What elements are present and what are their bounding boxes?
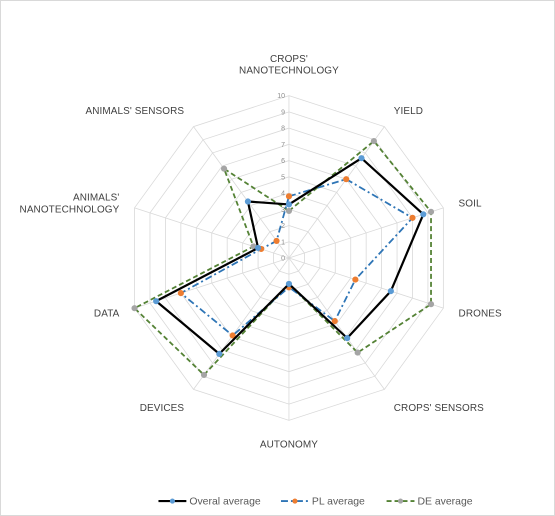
data-point [285, 193, 293, 200]
category-label: ANIMALS' NANOTECHNOLOGY [20, 192, 120, 215]
legend-marker [169, 498, 175, 504]
radial-tick-labels: 0 1 2 3 4 5 6 7 8 9 10 [277, 93, 285, 262]
data-point [370, 138, 377, 145]
tick-label: 0 [281, 255, 285, 262]
data-point [358, 155, 365, 162]
category-label: CROPS' NANOTECHNOLOGY [239, 54, 339, 77]
data-point [352, 276, 359, 283]
legend-label: DE average [417, 497, 472, 508]
tick-label: 2 [281, 223, 285, 230]
data-point [273, 237, 280, 245]
grid-spoke [288, 257, 385, 390]
tick-label: 4 [281, 191, 285, 198]
legend: Overal average PL average DE average [158, 497, 473, 508]
data-point [216, 350, 223, 357]
category-labels: CROPS' NANOTECHNOLOGY YIELD SOIL DRONES CROPS… [20, 54, 502, 451]
grid-spoke [288, 257, 444, 309]
category-label: DRONES [459, 309, 502, 320]
data-point [427, 301, 435, 308]
data-point [409, 214, 416, 221]
series-layer [131, 138, 435, 378]
legend-label: Overal average [189, 497, 261, 508]
data-point [285, 280, 293, 288]
category-label: AUTONOMY [260, 439, 318, 450]
data-point [354, 349, 361, 356]
category-label: SOIL [459, 198, 482, 209]
data-point [220, 165, 228, 172]
grid-spoke [288, 126, 385, 259]
data-point [344, 335, 351, 342]
data-point [427, 208, 435, 215]
legend-item: DE average [386, 497, 473, 508]
legend-label: PL average [312, 497, 365, 508]
category-label: DATA [94, 309, 120, 320]
category-label: DEVICES [140, 403, 185, 414]
tick-label: 1 [281, 239, 285, 246]
legend-item: PL average [280, 497, 365, 508]
data-point [244, 198, 252, 205]
tick-label: 7 [281, 142, 285, 149]
category-label: ANIMALS' SENSORS [86, 106, 185, 117]
data-point [254, 244, 262, 252]
legend-marker [292, 498, 298, 504]
grid-spoke [193, 126, 290, 259]
data-point [285, 201, 293, 208]
tick-label: 3 [281, 207, 285, 214]
grid-spoke [288, 207, 444, 259]
tick-label: 9 [281, 109, 285, 116]
data-point [200, 371, 208, 378]
legend-marker [397, 498, 404, 504]
data-point [343, 176, 350, 183]
category-label: CROPS' SENSORS [394, 403, 484, 414]
data-point [285, 207, 293, 215]
tick-label: 6 [281, 158, 285, 165]
data-point [229, 332, 236, 339]
grid-spoke [193, 257, 290, 390]
tick-label: 8 [281, 126, 285, 133]
tick-label: 5 [281, 174, 285, 181]
legend-item: Overal average [158, 497, 261, 508]
series-group [153, 155, 427, 357]
data-point [153, 298, 160, 305]
data-point [387, 288, 394, 295]
data-point [131, 305, 138, 312]
category-label: YIELD [394, 106, 423, 117]
tick-label: 10 [277, 93, 285, 100]
series-group [177, 176, 416, 339]
series-line [179, 178, 414, 337]
data-point [420, 211, 427, 218]
data-point [177, 290, 184, 297]
data-point [331, 317, 338, 325]
